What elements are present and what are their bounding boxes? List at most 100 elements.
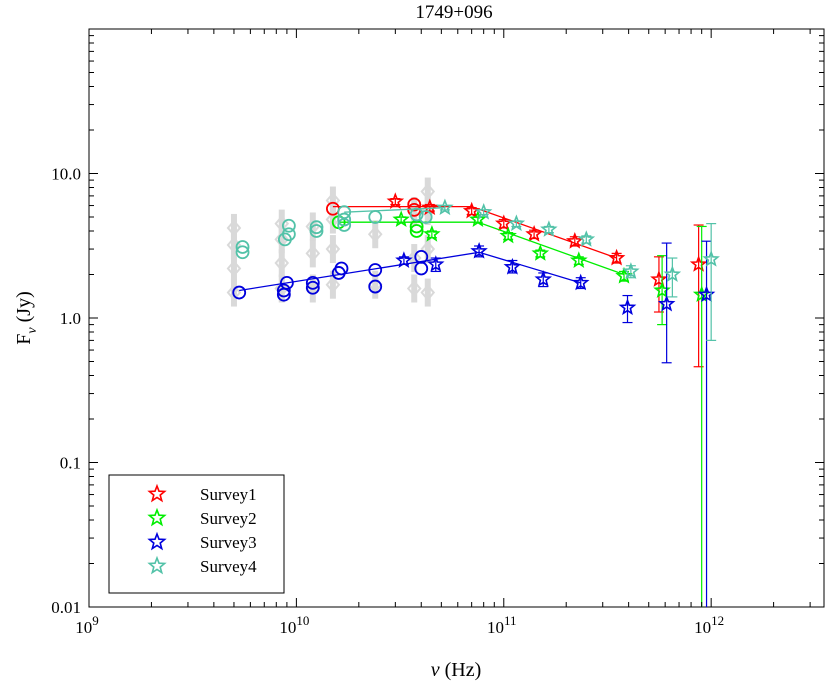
background-point (420, 284, 436, 302)
y-tick-label: 0.1 (60, 454, 81, 473)
y-axis-label: Fν (Jy) (13, 291, 40, 344)
circle-point (368, 263, 383, 277)
star-point (663, 265, 682, 283)
tick-layer: 109 1010 1011 1012 0.01 0.1 1.0 10.0 (51, 29, 824, 637)
star-point (571, 273, 590, 291)
star-point (421, 198, 439, 216)
background-point (420, 183, 436, 201)
circle-point (409, 207, 424, 222)
legend-box (108, 474, 285, 594)
series-layer (232, 192, 720, 607)
legend-label: Survey3 (200, 533, 257, 552)
star-point (426, 255, 445, 272)
circle-point (414, 249, 429, 264)
circle-point (337, 205, 352, 220)
circle-point (281, 218, 296, 233)
x-tick-label: 109 (75, 613, 99, 637)
star-point (534, 270, 553, 287)
star-point (474, 202, 493, 220)
background-point (406, 249, 422, 267)
legend-label: Survey4 (200, 557, 257, 576)
circle-point (235, 245, 250, 260)
y-axis-main: F (13, 334, 35, 345)
x-tick-label: 1010 (279, 613, 309, 637)
series-survey4 (235, 198, 720, 341)
chart-title: 1749+096 (415, 2, 492, 23)
star-point (395, 251, 413, 269)
background-point (274, 254, 290, 272)
circle-point (368, 210, 383, 224)
legend-marker (147, 531, 167, 551)
star-point (462, 201, 481, 219)
background-point (305, 244, 321, 262)
x-axis-label: ν (Hz) (431, 659, 482, 681)
x-tick-label: 1012 (694, 613, 724, 637)
y-tick-label: 1.0 (60, 309, 81, 328)
star-point (392, 210, 410, 227)
legend-label: Survey2 (200, 509, 257, 528)
circle-point (305, 280, 320, 295)
background-point (226, 219, 242, 237)
star-point (499, 226, 517, 244)
star-point (423, 224, 441, 242)
star-point (657, 294, 676, 312)
background-point (325, 240, 341, 258)
circle-point (337, 212, 352, 227)
star-point (470, 241, 488, 259)
background-point (367, 225, 383, 243)
y-tick-label: 0.01 (51, 598, 81, 617)
star-point (622, 262, 640, 279)
fit-line (344, 207, 445, 213)
circle-point (281, 227, 296, 242)
legend-label: Survey1 (200, 485, 257, 504)
x-axis-unit: (Hz) (440, 659, 482, 681)
star-point (531, 244, 550, 261)
background-point (226, 284, 242, 302)
legend-marker (147, 483, 167, 503)
circle-point (334, 261, 349, 276)
circle-point (279, 275, 294, 290)
star-point (525, 224, 543, 242)
star-point (565, 232, 584, 249)
series-survey2 (331, 210, 711, 607)
background-point (226, 259, 242, 278)
x-axis-symbol: ν (431, 659, 440, 681)
circle-point (235, 240, 250, 254)
star-point (577, 230, 596, 247)
background-point (406, 279, 422, 298)
background-point (325, 276, 341, 294)
star-point (702, 250, 720, 267)
star-point (503, 257, 522, 275)
star-point (689, 255, 708, 272)
circle-point (232, 285, 247, 300)
legend-marker (147, 555, 167, 575)
star-point (615, 266, 633, 284)
star-point (650, 270, 668, 287)
circle-point (305, 275, 320, 290)
star-point (469, 210, 487, 227)
circle-point (368, 279, 383, 294)
background-point (325, 191, 341, 210)
legend-marker (147, 507, 167, 527)
star-point (507, 214, 526, 232)
circle-point (418, 210, 433, 224)
star-point (569, 251, 588, 269)
circle-point (309, 224, 324, 238)
legend: Survey1 Survey2 Survey3 Survey4 (108, 474, 285, 594)
circle-point (407, 197, 422, 212)
circle-point (409, 224, 424, 238)
y-tick-label: 10.0 (51, 165, 81, 184)
circle-point (309, 220, 324, 235)
y-axis-unit: (Jy) (13, 291, 35, 327)
star-point (540, 220, 558, 237)
y-axis-sub: ν (25, 327, 40, 334)
background-point (274, 230, 290, 248)
fit-line (332, 205, 617, 259)
star-point (618, 298, 637, 316)
x-tick-label: 1011 (487, 613, 517, 637)
star-point (386, 192, 405, 210)
star-point (436, 198, 454, 216)
series-survey3 (232, 240, 716, 607)
